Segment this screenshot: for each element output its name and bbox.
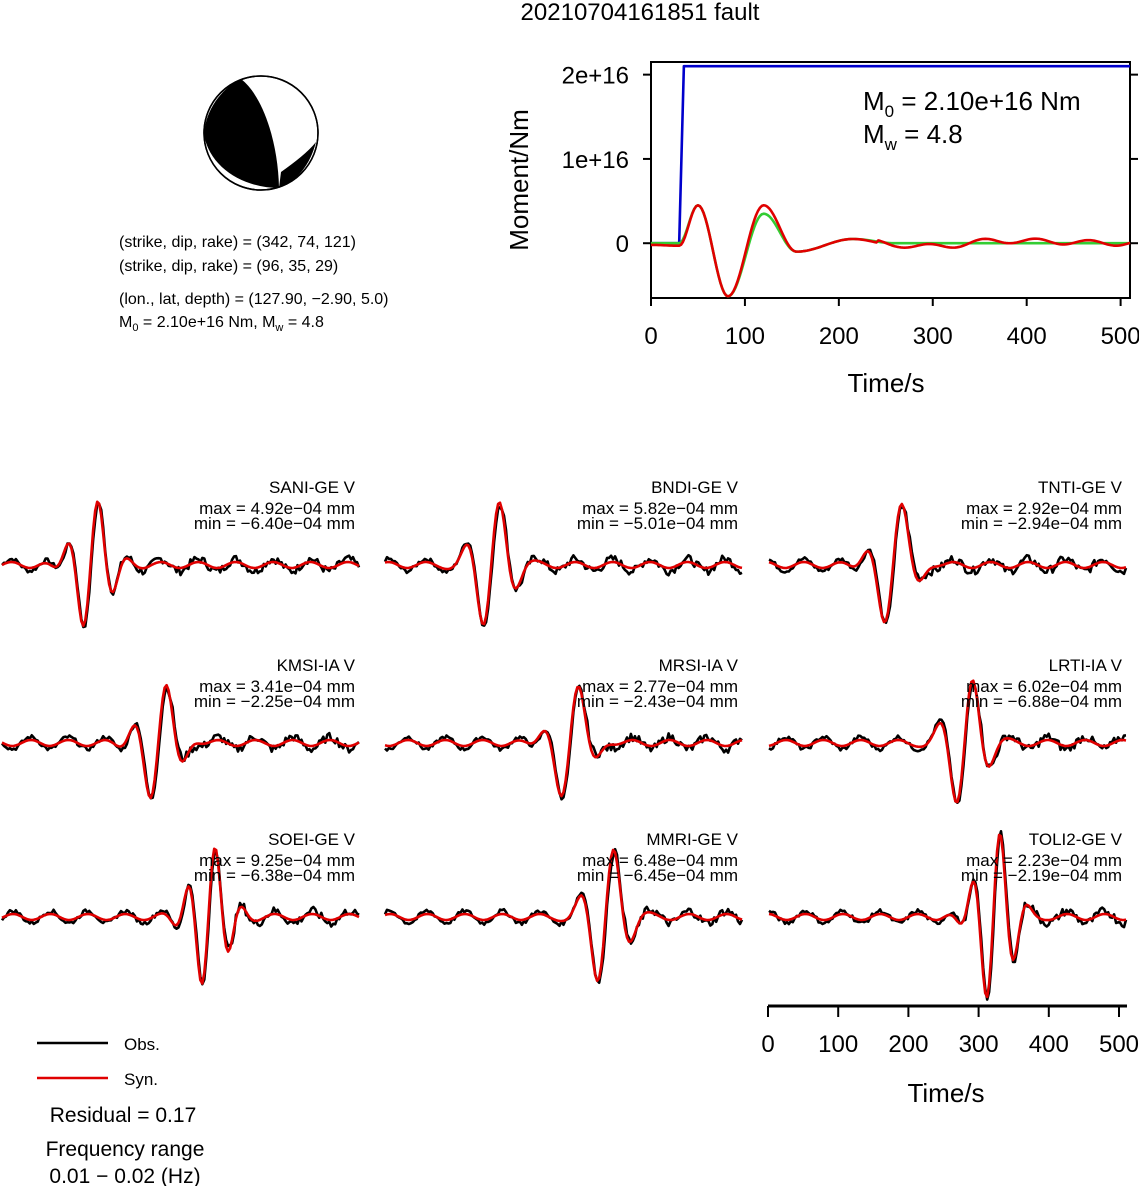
residual-label: Residual = 0.17 [50, 1104, 197, 1127]
station-max: max = 9.25e−04 mm [199, 851, 355, 870]
moment-ytick-label: 0 [616, 231, 629, 258]
legend: Obs. Syn. Residual = 0.17 Frequency rang… [37, 1035, 204, 1186]
beachball [203, 75, 319, 191]
station-max: max = 2.23e−04 mm [966, 851, 1122, 870]
mechanism-plane1: (strike, dip, rake) = (342, 74, 121) [119, 234, 356, 251]
moment-chart-ylabel: Moment/Nm [504, 109, 534, 251]
station-min: min = −6.40e−04 mm [194, 514, 355, 533]
moment-xtick-label: 300 [913, 323, 953, 350]
synthetic-trace [384, 848, 743, 983]
synthetic-trace [1, 683, 360, 800]
station-min: min = −5.01e−04 mm [577, 514, 738, 533]
station-max: max = 6.02e−04 mm [966, 677, 1122, 696]
moment-red-line [650, 203, 1131, 298]
moment-chart-annot-m0: M0 = 2.10e+16 Nm [863, 86, 1081, 121]
station-max: max = 2.77e−04 mm [582, 677, 738, 696]
station-max: max = 5.82e−04 mm [582, 499, 738, 518]
station-max: max = 6.48e−04 mm [582, 851, 738, 870]
station-name: TOLI2-GE V [1029, 830, 1123, 849]
station-max: max = 4.92e−04 mm [199, 499, 355, 518]
moment-chart-axes: 2e+16 1e+16 0 0 100 200 300 400 500 [562, 63, 1139, 350]
moment-green-line [651, 203, 1130, 298]
moment-ytick-label: 1e+16 [562, 147, 629, 174]
moment-xtick-label: 0 [644, 323, 657, 350]
observed-trace [383, 847, 744, 985]
synthetic-trace [1, 500, 360, 628]
legend-obs-label: Obs. [124, 1035, 160, 1054]
station-name: MMRI-GE V [646, 830, 738, 849]
station-name: LRTI-IA V [1049, 656, 1123, 675]
waveform-xtick-label: 400 [1029, 1031, 1069, 1058]
mechanism-plane2: (strike, dip, rake) = (96, 35, 29) [119, 258, 338, 275]
moment-xtick-label: 200 [819, 323, 859, 350]
waveform-xtick-label: 200 [888, 1031, 928, 1058]
station-min: min = −2.94e−04 mm [961, 514, 1122, 533]
moment-chart-frame [650, 61, 1131, 299]
station-name: BNDI-GE V [651, 478, 739, 497]
frequency-title: Frequency range [46, 1138, 205, 1161]
station-min: min = −2.25e−04 mm [194, 692, 355, 711]
station-min: min = −6.88e−04 mm [961, 692, 1122, 711]
observed-trace [768, 505, 1128, 625]
moment-chart-xlabel: Time/s [847, 368, 924, 398]
waveform-xtick-label: 0 [761, 1031, 774, 1058]
mechanism-location: (lon., lat, depth) = (127.90, −2.90, 5.0… [119, 291, 389, 308]
synthetic-trace [1, 847, 360, 985]
moment-chart-annot-mw: Mw = 4.8 [863, 119, 963, 154]
synthetic-trace [768, 833, 1127, 999]
moment-xtick-label: 500 [1101, 323, 1139, 350]
station-name: KMSI-IA V [277, 656, 356, 675]
station-min: min = −6.38e−04 mm [194, 866, 355, 885]
station-max: max = 2.92e−04 mm [966, 499, 1122, 518]
moment-chart: 2e+16 1e+16 0 0 100 200 300 400 500 Moment/Nm Ti… [504, 61, 1139, 398]
moment-xtick-label: 400 [1007, 323, 1047, 350]
waveform-xtick-label: 500 [1099, 1031, 1139, 1058]
synthetic-trace [384, 685, 743, 798]
figure-title: 20210704161851 fault [521, 0, 760, 26]
station-min: min = −6.45e−04 mm [577, 866, 738, 885]
moment-chart-lines [650, 64, 1131, 298]
station-min: min = −2.19e−04 mm [961, 866, 1122, 885]
frequency-range: 0.01 − 0.02 (Hz) [49, 1165, 200, 1186]
synthetic-trace [384, 501, 743, 626]
waveform-xtick-label: 100 [818, 1031, 858, 1058]
moment-ytick-label: 2e+16 [562, 63, 629, 90]
station-name: SANI-GE V [269, 478, 356, 497]
waveform-time-axis: Time/s 0 100 200 300 400 500 [761, 1004, 1139, 1108]
synthetic-trace [768, 502, 1127, 624]
moment-xtick-label: 100 [725, 323, 765, 350]
station-name: SOEI-GE V [268, 830, 356, 849]
station-name: MRSI-IA V [659, 656, 739, 675]
waveform-xlabel: Time/s [907, 1078, 984, 1108]
synthetic-trace [768, 679, 1127, 804]
legend-syn-label: Syn. [124, 1070, 158, 1089]
station-min: min = −2.43e−04 mm [577, 692, 738, 711]
station-max: max = 3.41e−04 mm [199, 677, 355, 696]
station-name: TNTI-GE V [1038, 478, 1123, 497]
mechanism-magnitude: M0 = 2.10e+16 Nm, Mw = 4.8 [119, 314, 324, 334]
waveform-xtick-label: 300 [959, 1031, 999, 1058]
